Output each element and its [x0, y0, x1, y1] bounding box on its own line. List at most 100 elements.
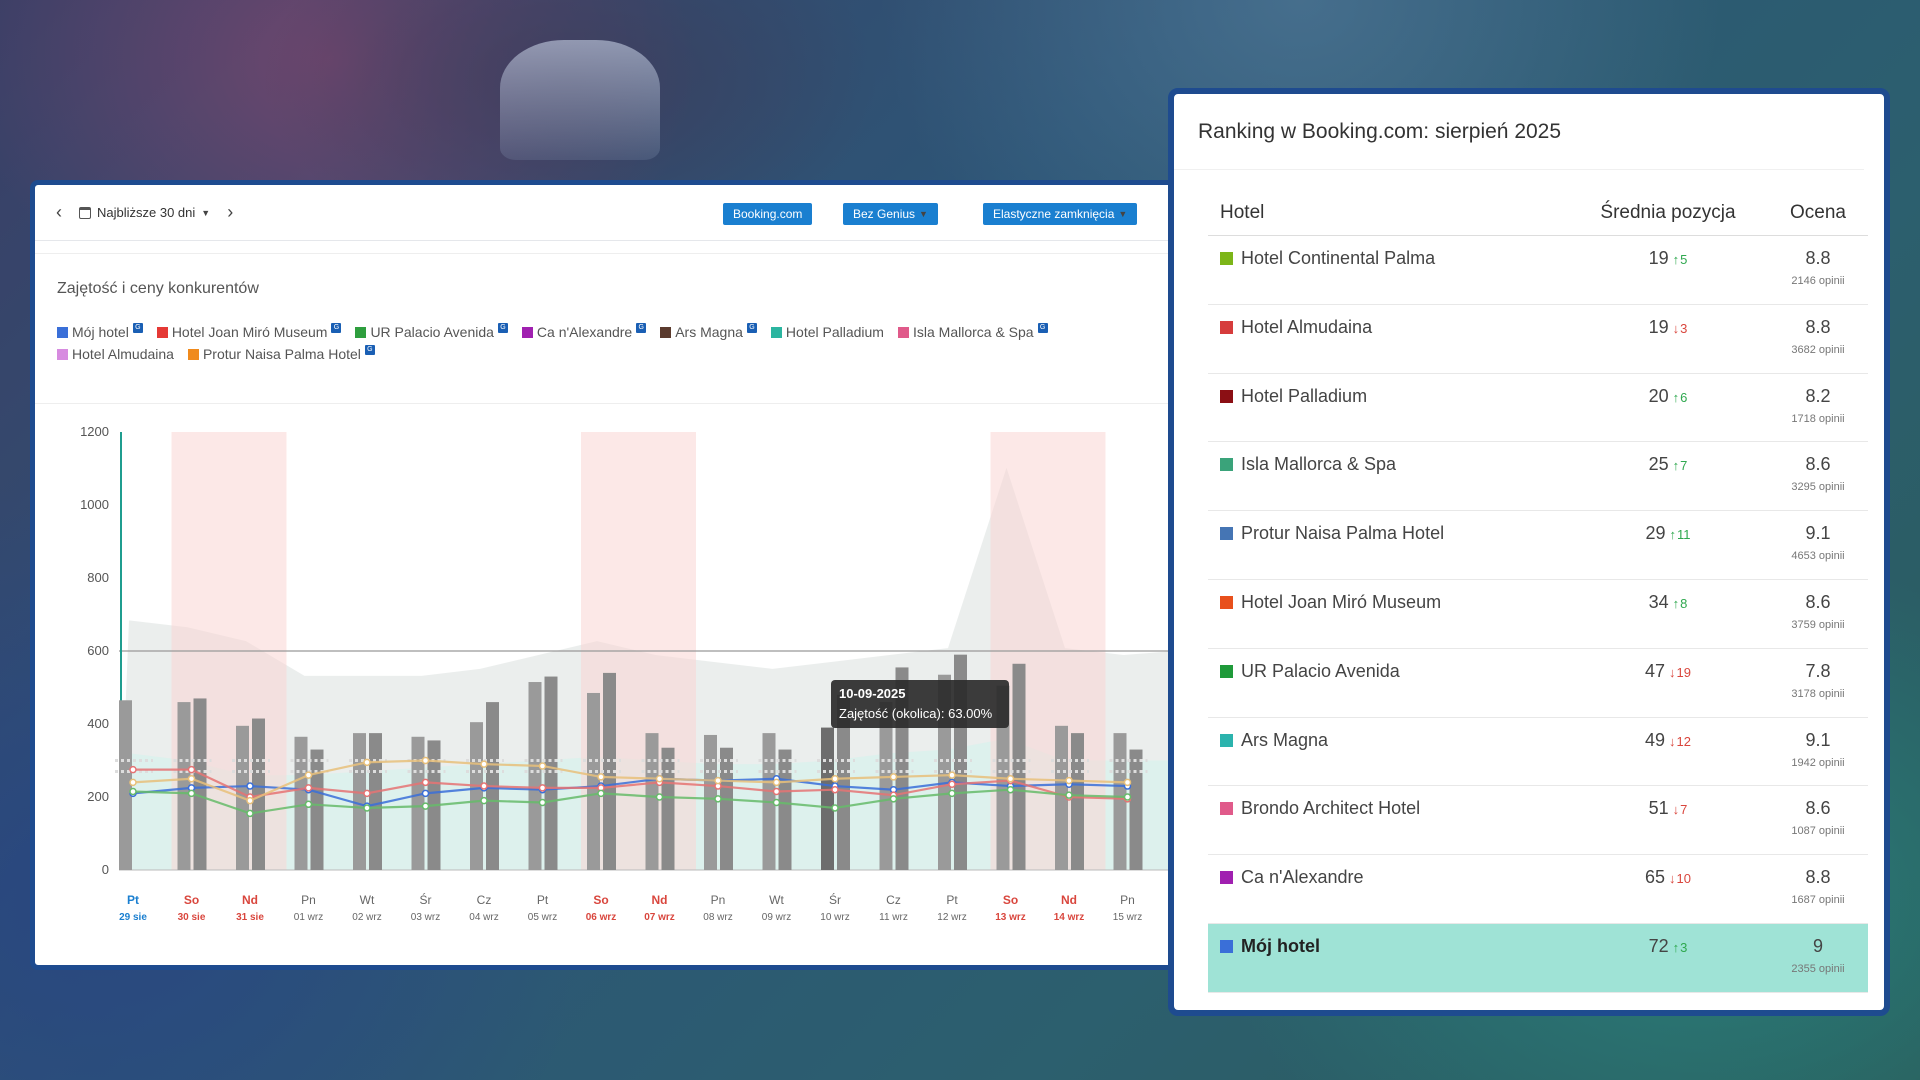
- series-point: [187, 775, 196, 783]
- x-tick-date: 31 sie: [236, 912, 264, 923]
- review-count: 3178 opinii: [1791, 687, 1845, 700]
- legend-item[interactable]: Ars Magna G: [660, 323, 757, 341]
- chevron-down-icon: ▼: [1118, 209, 1128, 219]
- ranking-row[interactable]: Hotel Almudaina 19 ↓3 8.8 3682 opinii: [1208, 305, 1868, 374]
- x-tick-date: 01 wrz: [294, 912, 323, 923]
- closures-dropdown-label: Elastyczne zamknięcia: [993, 207, 1115, 221]
- ranking-row[interactable]: Isla Mallorca & Spa 25 ↑7 8.6 3295 opinii: [1208, 442, 1868, 512]
- chevron-down-icon: ▼: [919, 209, 928, 219]
- rating-value: 8.2: [1805, 385, 1831, 406]
- ranking-rows: Hotel Continental Palma 19 ↑5 8.8 2146 opini…: [1208, 236, 1868, 993]
- occupancy-chart-panel: ‹ Najbliższe 30 dni ▼ › Booking.com Bez …: [30, 180, 1180, 970]
- ranking-row[interactable]: Ars Magna 49 ↓12 9.1 1942 opinii: [1208, 718, 1868, 787]
- position-cell: 72 ↑3: [1568, 936, 1768, 957]
- rating-cell: 8.6 3295 opinii: [1768, 454, 1868, 493]
- series-line: [132, 759, 1128, 802]
- review-count: 3682 opinii: [1791, 343, 1845, 356]
- ranking-title: Ranking w Booking.com: sierpień 2025: [1174, 94, 1864, 170]
- position-cell: 20 ↑6: [1568, 386, 1768, 407]
- series-point: [480, 796, 488, 805]
- header-hotel: Hotel: [1220, 201, 1265, 223]
- series-point: [187, 765, 196, 774]
- rating-cell: 8.6 3759 opinii: [1768, 592, 1868, 631]
- legend-item[interactable]: Hotel Joan Miró Museum G: [156, 323, 342, 341]
- legend-label: Mój hotel: [72, 324, 129, 340]
- x-tick-day: Nd: [1061, 893, 1077, 907]
- genius-dropdown[interactable]: Bez Genius ▼: [843, 203, 938, 225]
- prev-period-button[interactable]: ‹: [56, 202, 62, 222]
- ranking-row[interactable]: Brondo Architect Hotel 51 ↓7 8.6 1087 opinii: [1208, 786, 1868, 856]
- hotel-name: Brondo Architect Hotel: [1241, 798, 1421, 819]
- rating-value: 8.8: [1805, 316, 1831, 337]
- legend-label: Hotel Joan Miró Museum: [171, 324, 328, 340]
- review-count: 2146 opinii: [1791, 275, 1845, 287]
- series-point: [421, 802, 430, 810]
- x-tick-day: Pn: [711, 893, 726, 907]
- background-collar: [500, 40, 660, 160]
- y-tick-label: 600: [87, 643, 109, 658]
- panel-title: Zajętość i ceny konkurentów: [35, 253, 1175, 323]
- x-tick-day: So: [1003, 893, 1018, 907]
- next-period-button[interactable]: ›: [227, 202, 234, 222]
- ranking-row[interactable]: UR Palacio Avenida 47 ↓19 7.8 3178 opinii: [1208, 649, 1868, 718]
- x-tick-day: So: [593, 893, 608, 907]
- legend-item[interactable]: Hotel Palladium: [770, 323, 884, 341]
- legend-label: Isla Mallorca & Spa: [912, 324, 1034, 340]
- legend-swatch: [57, 326, 68, 338]
- legend-item[interactable]: Protur Naisa Palma Hotel G: [187, 345, 375, 363]
- position-cell: 19 ↓3: [1568, 317, 1768, 338]
- rating-cell: 9 2355 opinii: [1768, 936, 1868, 975]
- hotel-name: Isla Mallorca & Spa: [1241, 454, 1397, 475]
- ranking-row[interactable]: Ca n'Alexandre 65 ↓10 8.8 1687 opinii: [1208, 855, 1868, 924]
- genius-dropdown-label: Bez Genius: [853, 207, 916, 221]
- legend-item[interactable]: UR Palacio Avenida G: [355, 323, 508, 341]
- x-tick-date: 07 wrz: [644, 912, 675, 923]
- rating-cell: 9.1 4653 opinii: [1768, 523, 1868, 562]
- bar-price-a: [704, 734, 717, 870]
- x-tick-date: 11 wrz: [879, 912, 908, 923]
- hotel-name: Hotel Continental Palma: [1241, 248, 1436, 268]
- ranking-row[interactable]: Hotel Palladium 20 ↑6 8.2 1718 opinii: [1208, 374, 1868, 443]
- legend-item[interactable]: Ca n'Alexandre G: [521, 323, 647, 341]
- closures-dropdown[interactable]: Elastyczne zamknięcia ▼: [983, 203, 1138, 225]
- legend-item[interactable]: Mój hotel G: [57, 323, 143, 341]
- bar-price-b: [1129, 749, 1143, 870]
- series-point: [363, 758, 371, 767]
- legend-swatch: [187, 348, 199, 360]
- y-tick-label: 0: [102, 862, 109, 877]
- ranking-row[interactable]: Mój hotel 72 ↑3 9 2355 opinii: [1208, 923, 1868, 993]
- legend-item[interactable]: Isla Mallorca & Spa G: [897, 323, 1048, 341]
- x-tick-day: Pn: [301, 893, 316, 907]
- series-point: [1123, 793, 1132, 801]
- ranking-row[interactable]: Hotel Continental Palma 19 ↑5 8.8 2146 opini…: [1208, 236, 1868, 305]
- review-count: 3759 opinii: [1791, 618, 1845, 631]
- hotel-name: Ars Magna: [1241, 729, 1329, 750]
- rating-value: 8.8: [1805, 867, 1831, 888]
- ranking-row[interactable]: Protur Naisa Palma Hotel 29 ↑11 9.1 4653 opi…: [1208, 511, 1868, 580]
- x-tick-day: Wt: [769, 893, 784, 907]
- series-point: [714, 776, 722, 785]
- series-point: [1006, 785, 1015, 794]
- legend-swatch: [521, 326, 533, 338]
- review-count: 1718 opinii: [1791, 412, 1845, 425]
- genius-badge-icon: G: [636, 323, 647, 333]
- source-button[interactable]: Booking.com: [723, 203, 813, 225]
- hotel-color-swatch: [1220, 252, 1233, 265]
- ranking-row[interactable]: Hotel Joan Miró Museum 34 ↑8 8.6 3759 opinii: [1208, 580, 1868, 649]
- bar-highlight: [821, 727, 834, 870]
- tooltip-text: Zajętość (okolica): 63.00%: [839, 706, 993, 721]
- position-cell: 47 ↓19: [1568, 661, 1768, 682]
- rating-cell: 7.8 3178 opinii: [1768, 661, 1868, 700]
- series-point: [129, 778, 137, 787]
- hotel-cell: UR Palacio Avenida: [1208, 661, 1568, 682]
- series-point: [655, 793, 664, 801]
- period-dropdown[interactable]: Najbliższe 30 dni ▼: [79, 205, 210, 220]
- trend-up-icon: ↑: [1669, 527, 1677, 543]
- legend-item[interactable]: Hotel Almudaina: [57, 345, 174, 363]
- rating-value: 8.6: [1805, 454, 1831, 475]
- ranking-panel: Ranking w Booking.com: sierpień 2025 Hot…: [1168, 88, 1890, 1016]
- bar-price-a: [1113, 733, 1127, 870]
- trend-delta: 6: [1680, 389, 1688, 405]
- hotel-cell: Brondo Architect Hotel: [1208, 798, 1568, 819]
- legend-label: UR Palacio Avenida: [370, 324, 494, 340]
